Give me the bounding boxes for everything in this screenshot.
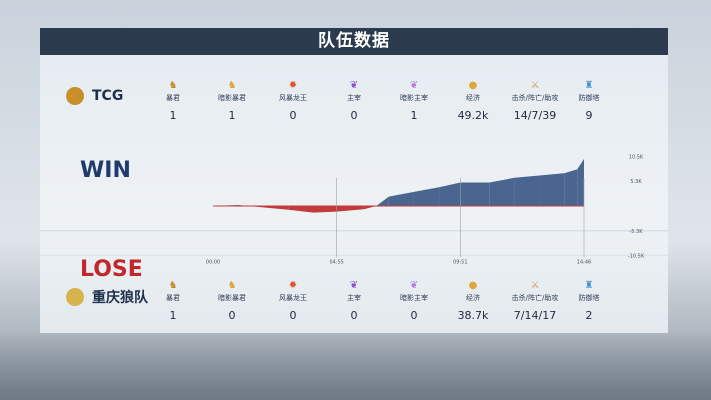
area-segment [336,206,364,212]
area-segment [460,182,490,206]
shadow-overlord-icon: ❦ [409,80,419,91]
x-tick-label: 14:46 [577,259,591,265]
stat-4: ❦ 暗影主宰 1 [379,79,449,122]
stat-0: ♞ 暴君 1 [138,79,208,122]
area-segment [539,173,565,206]
y-tick-label: -5.3K [629,229,643,235]
storm-dragon-icon: ✹ [288,80,298,91]
gold-diff-chart: 00:00 04:55 09:51 14:46 10.5K 5.3K -5.3K -10.5K [40,155,668,265]
stat-5: ● 经济 38.7k [438,279,508,322]
team-stats-panel: 队伍数据 00:00 04:55 09:51 14:46 10.5K 5.3K -5.3K -… [40,28,668,333]
y-tick-label: -10.5K [628,253,645,259]
shadow-tyrant-icon: ♞ [227,80,237,91]
team-result: WIN [80,158,131,183]
sword-icon: ⚔ [530,80,540,91]
stat-4: ❦ 暗影主宰 0 [379,279,449,322]
storm-dragon-icon: ✹ [288,280,298,291]
tyrant-icon: ♞ [168,280,178,291]
x-tick-label: 04:55 [329,259,343,265]
area-segment [376,196,389,206]
area-segment [388,191,414,206]
team-result: LOSE [80,257,143,282]
tower-icon: ♜ [584,80,594,91]
x-tick-label: 09:51 [453,259,467,265]
area-segment [564,169,578,206]
team-name: TCG [66,87,123,105]
tyrant-icon: ♞ [168,80,178,91]
stat-5: ● 经济 49.2k [438,79,508,122]
stat-1: ♞ 暗影暴君 1 [197,79,267,122]
gold-icon: ● [468,280,478,291]
overlord-icon: ❦ [349,80,359,91]
area-segment [288,206,314,213]
team-logo [66,288,84,306]
area-segment [313,206,337,213]
decorative-background [0,330,711,400]
stat-6: ⚔ 击杀/阵亡/助攻 7/14/17 [500,279,570,322]
stat-3: ❦ 主宰 0 [319,279,389,322]
x-tick-label: 00:00 [206,259,220,265]
stat-0: ♞ 暴君 1 [138,279,208,322]
overlord-icon: ❦ [349,280,359,291]
team-row: 重庆狼队 ♞ 暴君 1 ♞ 暗影暴君 0 ✹ 风暴龙王 0 ❦ 主宰 0 ❦ 暗… [40,277,668,327]
stat-7: ♜ 防御塔 2 [554,279,624,322]
page-title: 队伍数据 [40,28,668,55]
area-segment [363,206,377,210]
stat-2: ✹ 风暴龙王 0 [258,279,328,322]
area-segment [577,159,584,206]
y-tick-label: 5.3K [630,179,642,185]
area-segment [489,177,515,206]
stats-body: 00:00 04:55 09:51 14:46 10.5K 5.3K -5.3K -10.5K… [40,55,668,333]
y-tick-label: 10.5K [629,155,644,161]
area-segment [263,206,289,210]
team-logo [66,87,84,105]
gold-icon: ● [468,80,478,91]
stat-1: ♞ 暗影暴君 0 [197,279,267,322]
area-segment [514,175,540,206]
tower-icon: ♜ [584,280,594,291]
area-segment [439,182,461,206]
stat-3: ❦ 主宰 0 [319,79,389,122]
shadow-overlord-icon: ❦ [409,280,419,291]
area-segment [413,187,440,206]
team-row: TCG ♞ 暴君 1 ♞ 暗影暴君 1 ✹ 风暴龙王 0 ❦ 主宰 0 ❦ 暗影… [40,77,668,127]
sword-icon: ⚔ [530,280,540,291]
shadow-tyrant-icon: ♞ [227,280,237,291]
team-name: 重庆狼队 [66,287,148,307]
stat-2: ✹ 风暴龙王 0 [258,79,328,122]
stat-7: ♜ 防御塔 9 [554,79,624,122]
stat-6: ⚔ 击杀/阵亡/助攻 14/7/39 [500,79,570,122]
